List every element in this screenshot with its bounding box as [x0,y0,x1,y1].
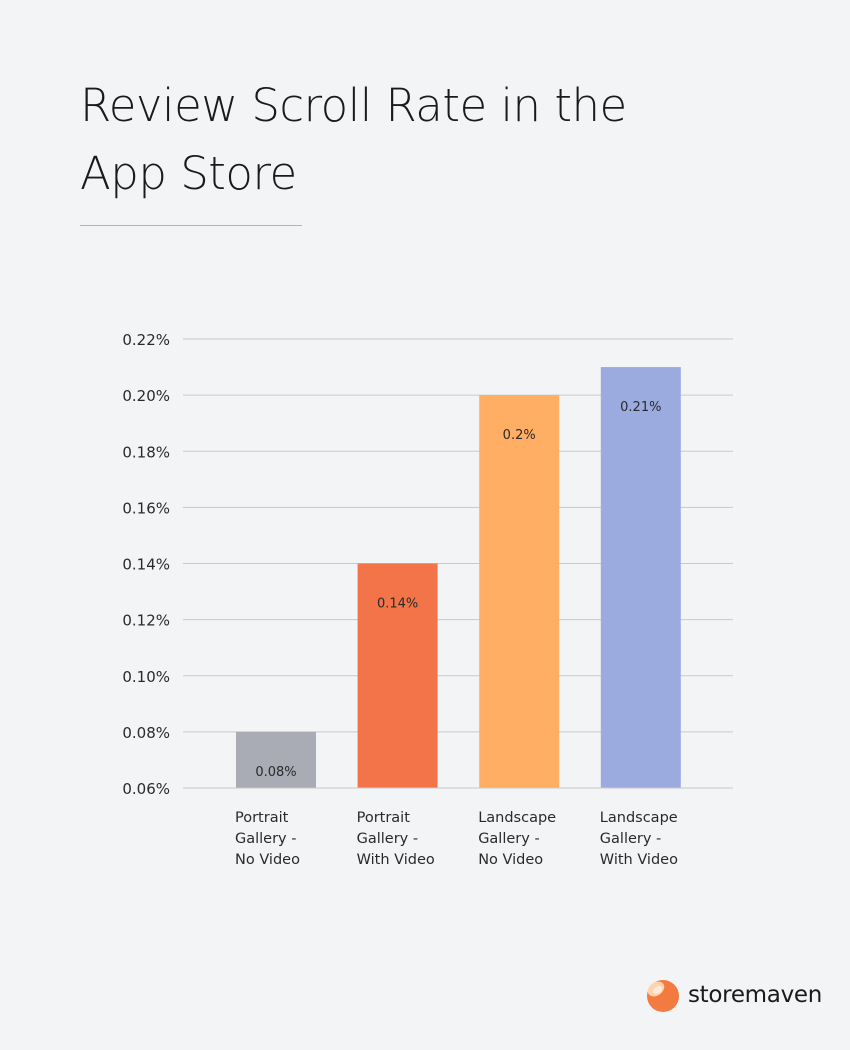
x-tick-label: Portrait [235,810,289,826]
y-tick-label: 0.08% [122,724,170,742]
y-tick-label: 0.14% [122,556,170,574]
storemaven-logo: storemaven [644,977,822,1013]
x-tick-label: Gallery - [357,831,418,847]
chart-title-line-1: Review Scroll Rate in the [80,79,627,132]
y-tick-label: 0.16% [122,499,170,517]
bar [357,563,438,788]
x-tick-label: With Video [600,852,678,868]
x-tick-label: No Video [478,852,543,868]
bar [479,395,560,788]
chart-title-line-2: App Store [80,147,297,200]
x-tick-label: Gallery - [235,831,296,847]
bar-value-label: 0.2% [503,428,536,443]
x-tick-label: With Video [357,852,435,868]
x-tick-label: Gallery - [478,831,539,847]
bar-value-label: 0.14% [377,597,418,612]
bar [236,731,316,788]
x-tick-label: Landscape [478,810,556,826]
x-tick-label: Portrait [357,810,411,826]
bar [600,367,681,788]
x-tick-label: Landscape [600,810,678,826]
storemaven-logo-icon [647,980,679,1012]
y-tick-label: 0.20% [122,387,170,405]
bar-value-label: 0.08% [255,765,296,780]
bar-value-label: 0.21% [620,400,661,415]
x-tick-label: Gallery - [600,831,661,847]
bar-chart: 0.06% 0.08% 0.10% 0.12% 0.14% 0.16% 0.18% 0.20%… [122,331,733,868]
x-tick-label: No Video [235,852,300,868]
y-tick-label: 0.18% [122,443,170,461]
y-tick-label: 0.06% [122,780,170,798]
y-tick-label: 0.22% [122,331,170,349]
brand-name: storemaven [688,982,823,1008]
chart-title: Review Scroll Rate in the App Store [80,72,780,208]
title-underline [80,225,302,226]
y-tick-label: 0.10% [122,668,170,686]
y-tick-label: 0.12% [122,612,170,630]
